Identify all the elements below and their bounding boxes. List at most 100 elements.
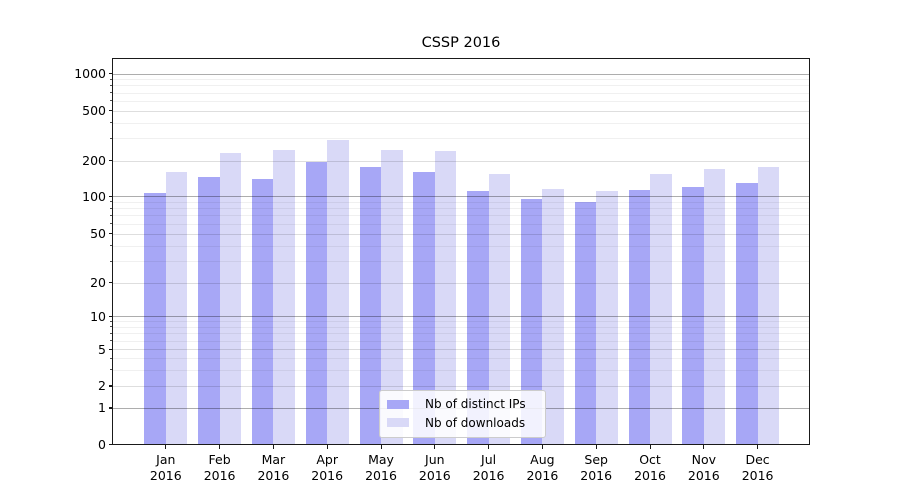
- bar-distinct-ips: [628, 190, 650, 444]
- x-tick-label-line: Sep: [584, 452, 608, 467]
- bar-downloads: [703, 168, 726, 444]
- x-tick-label-line: 2016: [472, 467, 505, 483]
- y-tick: [108, 160, 113, 162]
- x-tick: [434, 444, 436, 449]
- y-tick-minor: [110, 207, 113, 209]
- x-tick: [488, 444, 490, 449]
- x-tick-label: Oct 2016: [618, 452, 682, 483]
- x-tick-label-line: 2016: [311, 467, 344, 483]
- y-tick-minor: [110, 214, 113, 216]
- grid-line: [113, 110, 809, 112]
- y-tick-minor: [110, 320, 113, 322]
- legend-item-distinct-ips: Nb of distinct IPs: [387, 395, 535, 414]
- y-tick-minor: [110, 332, 113, 334]
- grid-line-minor: [113, 369, 809, 371]
- grid-line: [113, 282, 809, 284]
- x-tick-label-line: Apr: [316, 452, 338, 467]
- x-tick: [757, 444, 759, 449]
- chart-title: CSSP 2016: [421, 35, 501, 51]
- y-tick-minor: [110, 201, 113, 203]
- y-tick-label: 50: [90, 226, 106, 242]
- x-tick-label: Apr 2016: [295, 452, 359, 483]
- bar-distinct-ips: [144, 192, 166, 444]
- grid-line-minor: [113, 100, 809, 102]
- grid-line-minor: [113, 208, 809, 210]
- x-tick-label: May 2016: [349, 452, 413, 483]
- bar-downloads: [273, 149, 295, 444]
- x-tick-label: Jul 2016: [457, 452, 521, 483]
- y-tick: [108, 315, 113, 318]
- grid-line: [113, 316, 809, 318]
- x-tick-label-line: Jun: [425, 452, 445, 467]
- y-tick: [108, 195, 113, 197]
- bar-distinct-ips: [359, 167, 381, 444]
- bar-distinct-ips: [467, 191, 489, 444]
- x-tick-label: Feb 2016: [188, 452, 252, 483]
- grid-line: [113, 196, 809, 198]
- y-tick: [108, 282, 113, 284]
- x-tick-label-line: 2016: [526, 467, 559, 483]
- grid-line: [113, 73, 809, 75]
- x-tick-label: Sep 2016: [564, 452, 628, 483]
- x-tick-label-line: 2016: [634, 467, 666, 483]
- y-tick-minor: [110, 122, 113, 124]
- grid-line-minor: [113, 92, 809, 94]
- x-tick-label-line: Jan: [156, 452, 176, 467]
- y-tick-label: 5: [98, 341, 106, 357]
- y-tick: [108, 110, 113, 112]
- y-tick-minor: [110, 92, 113, 94]
- y-tick-minor: [110, 340, 113, 342]
- grid-line-minor: [113, 245, 809, 247]
- y-tick-minor: [110, 137, 113, 139]
- y-tick: [108, 385, 113, 387]
- bar-distinct-ips: [413, 172, 435, 444]
- bar-distinct-ips: [305, 161, 328, 444]
- plot-area: [112, 58, 810, 445]
- grid-line: [113, 349, 809, 351]
- y-tick-label: 500: [82, 103, 106, 119]
- legend-swatch-icon: [387, 418, 409, 428]
- x-tick: [165, 444, 167, 449]
- y-tick: [108, 407, 113, 409]
- bar-distinct-ips: [682, 186, 704, 444]
- bar-distinct-ips: [251, 178, 274, 444]
- x-tick: [703, 444, 705, 449]
- bar-downloads: [488, 173, 511, 444]
- y-tick-minor: [110, 357, 113, 359]
- y-tick-minor: [110, 223, 113, 225]
- y-tick-minor: [110, 84, 113, 86]
- legend-swatch-icon: [387, 399, 409, 409]
- bar-distinct-ips: [520, 198, 543, 444]
- bar-distinct-ips: [198, 177, 220, 444]
- bar-distinct-ips: [736, 182, 758, 444]
- x-tick-label-line: 2016: [149, 467, 182, 483]
- bar-downloads: [327, 140, 349, 444]
- x-tick-label: Jan 2016: [134, 452, 198, 483]
- x-tick-label-line: 2016: [418, 467, 451, 483]
- grid-line-minor: [113, 138, 809, 140]
- x-tick-label-line: 2016: [741, 467, 774, 483]
- x-tick-label-line: 2016: [257, 467, 290, 483]
- y-tick: [108, 233, 113, 235]
- grid-line-minor: [113, 201, 809, 203]
- legend-item-label: Nb of distinct IPs: [425, 397, 526, 412]
- bar-downloads: [381, 149, 403, 444]
- legend-item-downloads: Nb of downloads: [387, 414, 535, 433]
- grid-line: [113, 385, 809, 387]
- x-tick-label-line: Jul: [481, 452, 497, 467]
- x-tick-label-line: Aug: [530, 452, 555, 467]
- x-tick-label: Mar 2016: [241, 452, 305, 483]
- x-tick-label: Dec 2016: [726, 452, 790, 483]
- y-tick-minor: [110, 326, 113, 328]
- y-tick-minor: [110, 78, 113, 80]
- x-tick-label-line: 2016: [365, 467, 397, 483]
- grid-line-minor: [113, 79, 809, 81]
- grid-line-minor: [113, 122, 809, 124]
- x-tick: [272, 444, 275, 449]
- grid-line-minor: [113, 215, 809, 217]
- grid-line-minor: [113, 85, 809, 87]
- y-tick-label: 1: [98, 400, 106, 416]
- y-tick-label: 200: [82, 153, 106, 169]
- bar-downloads: [434, 150, 457, 444]
